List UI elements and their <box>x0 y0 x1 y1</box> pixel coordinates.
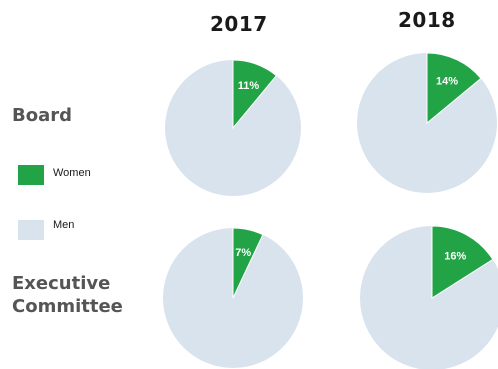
pie-label-executive-committee-2018: 16% <box>444 251 466 263</box>
pie-slice-women-board-2017 <box>232 59 278 130</box>
legend-label-men: Men <box>53 219 75 231</box>
row-label-exec-line2: Committee <box>12 296 123 317</box>
pie-label-board-2018: 14% <box>436 76 458 88</box>
legend-swatch-women <box>18 165 44 185</box>
pie-label-executive-committee-2017: 7% <box>235 247 251 259</box>
year-header-2017: 2017 <box>210 12 268 36</box>
legend-swatch-men <box>18 220 44 240</box>
pie-slice-women-executive-committee-2018 <box>431 225 494 299</box>
row-label-exec-line1: Executive <box>12 273 111 294</box>
row-label-board: Board <box>12 105 72 126</box>
pie-label-board-2017: 11% <box>238 80 260 92</box>
pie-slice-women-executive-committee-2017 <box>232 227 264 299</box>
legend-label-women: Women <box>53 167 91 179</box>
year-header-2018: 2018 <box>398 8 456 32</box>
row-label-executive-committee: Executive Committee <box>12 272 123 318</box>
pie-slice-women-board-2018 <box>426 52 482 125</box>
